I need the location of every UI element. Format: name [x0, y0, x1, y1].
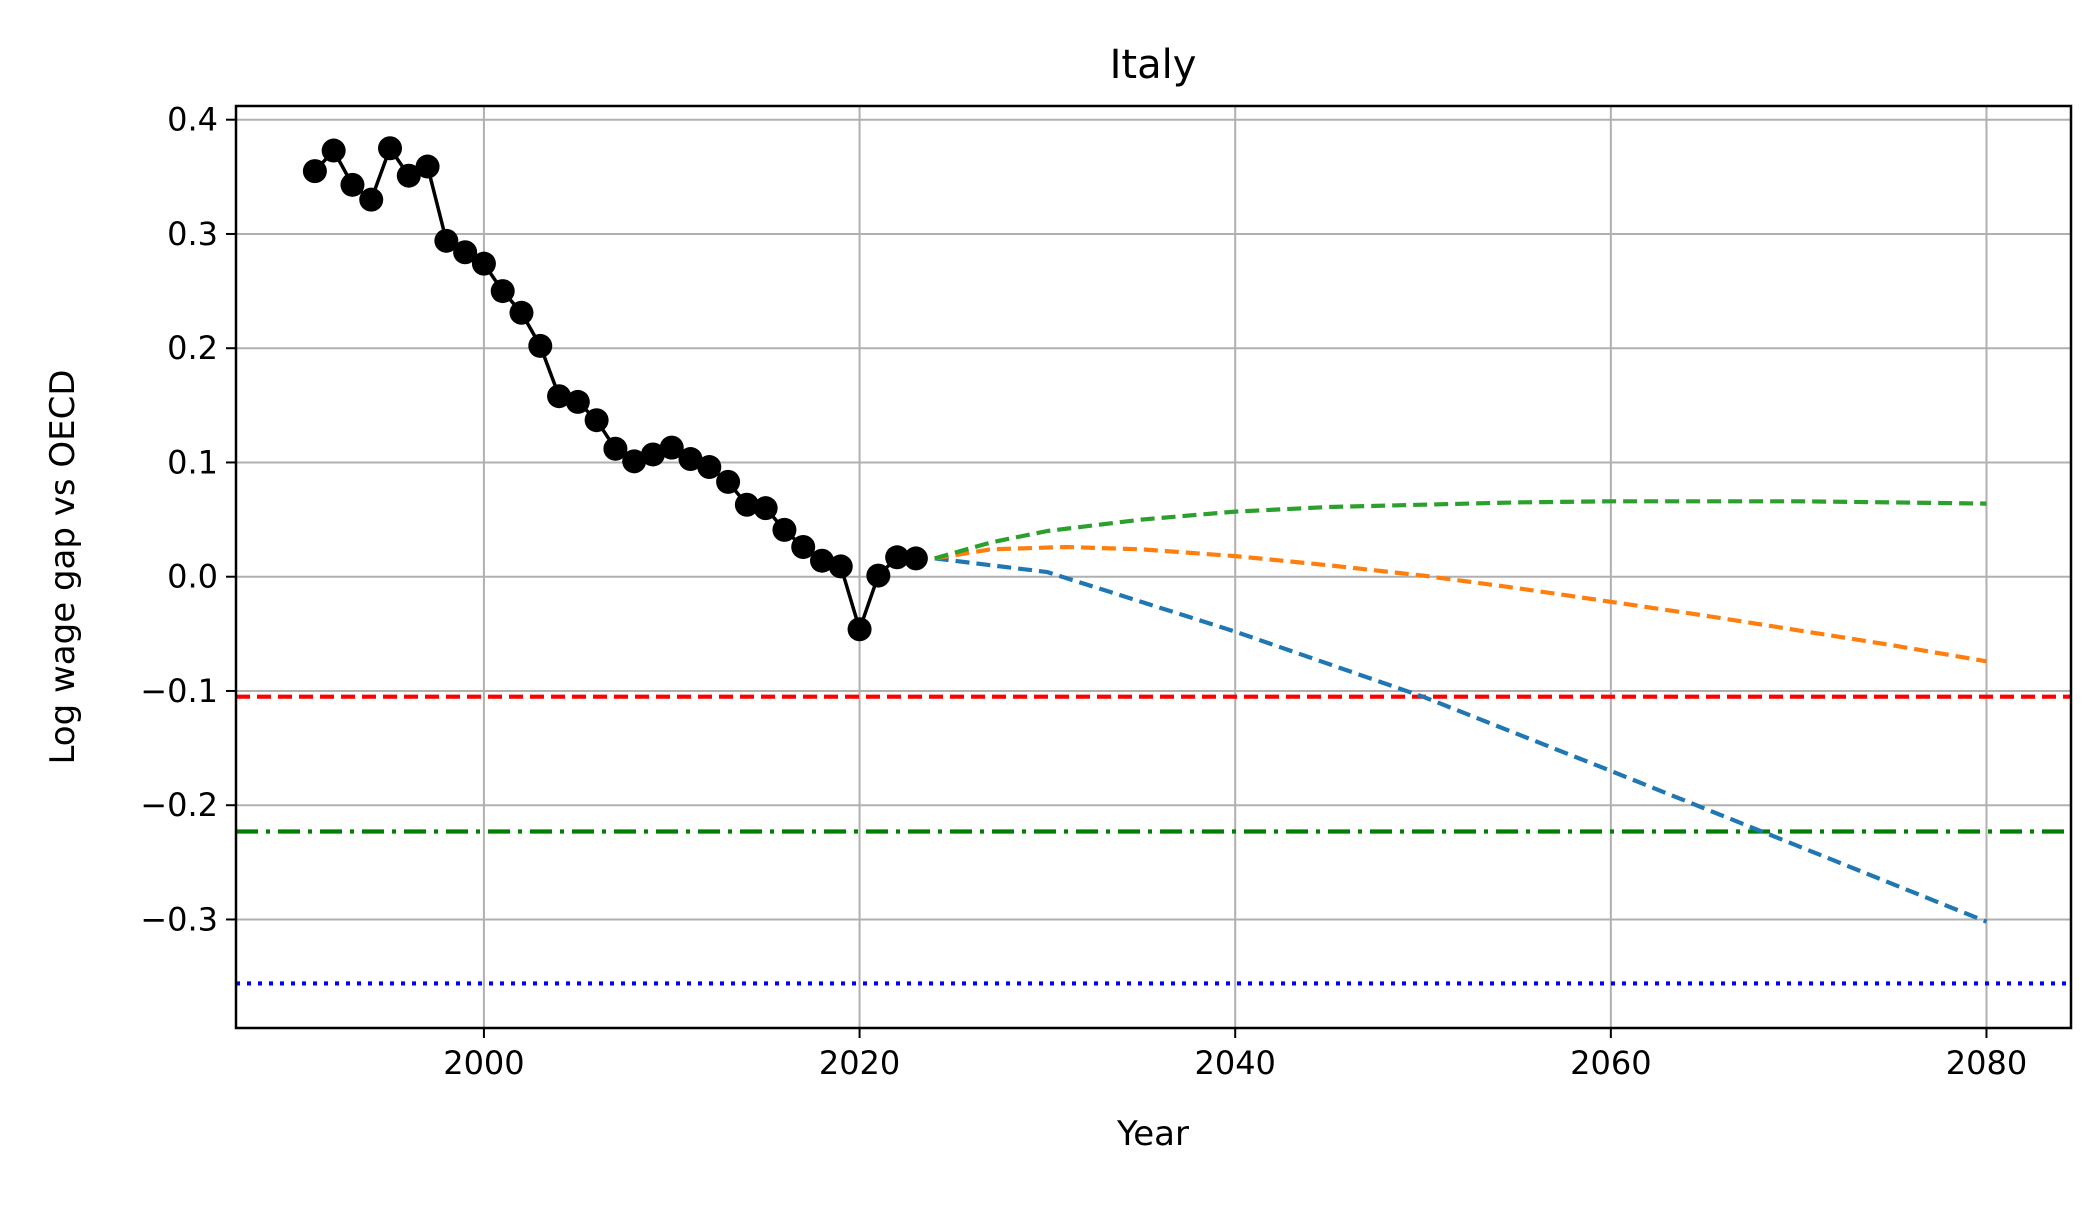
historical-data-point [847, 617, 872, 642]
historical-data-point [828, 554, 853, 579]
y-tick-label: 0.1 [167, 443, 218, 481]
x-tick-label: 2080 [1946, 1044, 2027, 1082]
x-tick-label: 2000 [443, 1044, 524, 1082]
data-series [302, 136, 1988, 924]
historical-data-point [716, 469, 741, 494]
x-tick-label: 2020 [819, 1044, 900, 1082]
historical-data-point [640, 442, 665, 467]
x-axis-label: Year [1116, 1114, 1189, 1154]
historical-data-point [622, 449, 647, 474]
historical-data-point [885, 545, 910, 570]
historical-data-point [321, 138, 346, 163]
y-tick-label: −0.1 [140, 672, 218, 710]
y-tick-label: −0.3 [140, 900, 218, 938]
historical-data-point [490, 279, 515, 304]
y-tick-label: 0.3 [167, 215, 218, 253]
projection-line-ff7f0e [934, 544, 1987, 664]
historical-data-point [471, 251, 496, 276]
y-tick-label: −0.2 [140, 786, 218, 824]
projection-line-2ca02c [934, 499, 1987, 561]
historical-data-point [809, 548, 834, 573]
historical-data-point [415, 154, 440, 179]
projection-line-1f77b4 [934, 556, 1988, 924]
historical-data-point [734, 492, 759, 517]
historical-data-point [378, 136, 403, 161]
plot-area-frame [234, 104, 2073, 1030]
chart-title: Italy [1110, 42, 1197, 88]
historical-data-point [772, 517, 797, 542]
y-tick-label: 0.4 [167, 101, 218, 139]
historical-data-point [584, 408, 609, 433]
historical-data-point [753, 496, 778, 521]
historical-data-point [903, 546, 928, 571]
x-tick-label: 2040 [1194, 1044, 1275, 1082]
y-tick-label: 0.2 [167, 329, 218, 367]
x-tick-label: 2060 [1570, 1044, 1651, 1082]
historical-data-point [659, 435, 684, 460]
historical-data-point [434, 228, 459, 253]
historical-data-point [528, 333, 553, 358]
historical-data-point [678, 447, 703, 472]
historical-data-point [509, 300, 534, 325]
axis-ticks: 2000 2020 2040 2060 2080 0.4 0.3 0.2 0.1 0.0 −0.1 −… [140, 101, 2027, 1082]
reference-lines [236, 694, 2071, 986]
historical-data-point [603, 436, 628, 461]
historical-data-point [359, 187, 384, 212]
historical-data-point [565, 389, 590, 414]
historical-data-point [866, 563, 891, 588]
historical-data-point [340, 172, 365, 197]
historical-data-point [791, 535, 816, 560]
y-tick-label: 0.0 [167, 558, 218, 596]
historical-data-point [453, 240, 478, 265]
historical-data-point [697, 455, 722, 480]
y-axis-label: Log wage gap vs OECD [43, 369, 83, 764]
historical-data-point [302, 159, 327, 184]
historical-data-point [396, 163, 421, 188]
historical-data-point [547, 384, 572, 409]
